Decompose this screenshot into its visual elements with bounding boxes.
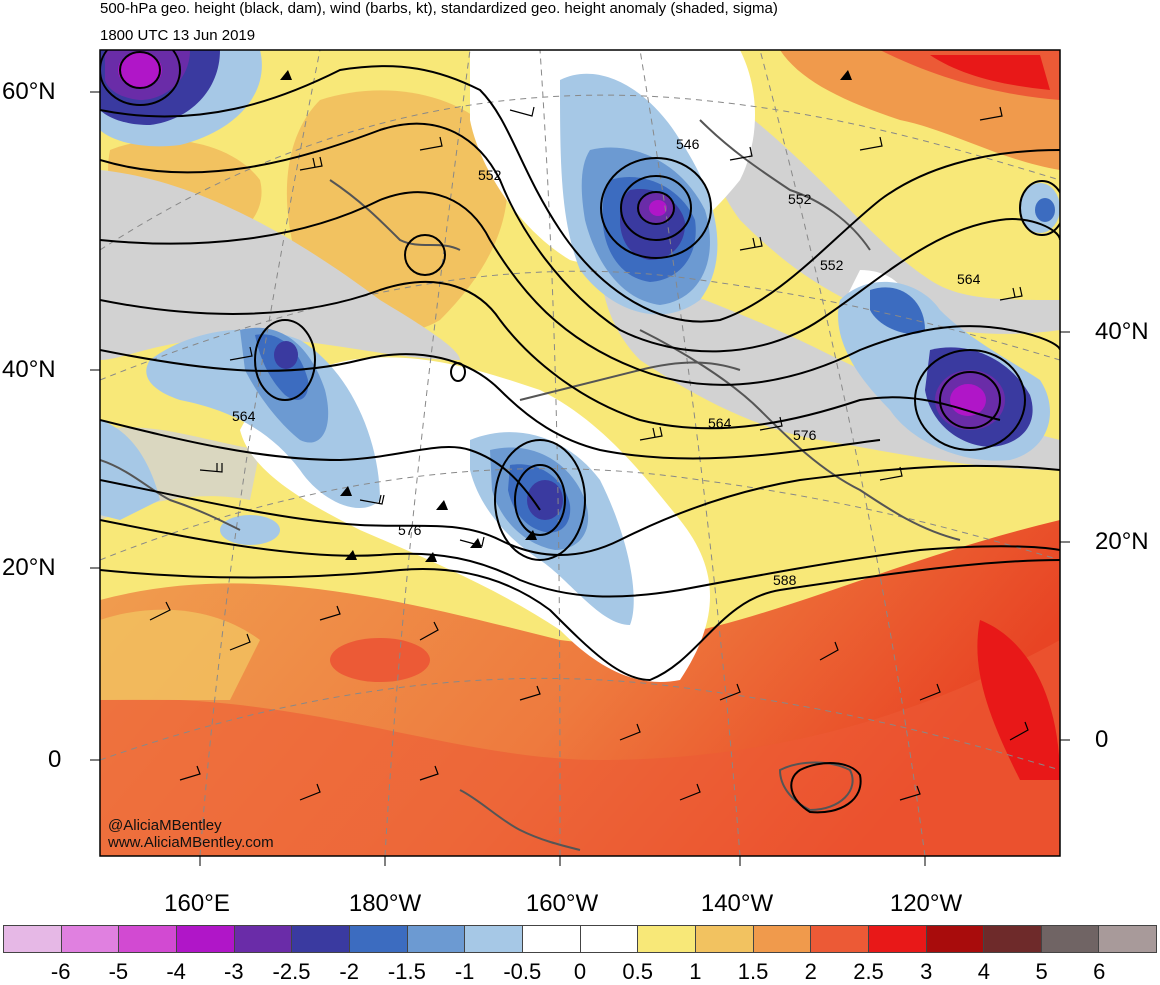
colorbar-swatch <box>61 926 120 952</box>
lat-label-right: 40°N <box>1095 318 1149 345</box>
contour-label: 552 <box>788 191 812 207</box>
lat-label-left: 0 <box>48 746 62 773</box>
lon-label: 160°E <box>164 890 230 917</box>
colorbar-swatch <box>580 926 639 952</box>
colorbar-tick-label: -1.5 <box>387 959 426 984</box>
wind-flags <box>280 70 852 562</box>
lat-label-right: 20°N <box>1095 528 1149 555</box>
lon-label: 120°W <box>889 890 963 917</box>
colorbar-swatch <box>811 926 869 952</box>
lat-label-left: 60°N <box>2 78 56 105</box>
height-contours <box>100 50 1060 814</box>
colorbar-swatch <box>234 926 293 952</box>
contour-label: 552 <box>478 167 502 183</box>
colorbar-tick-label: 6 <box>1093 959 1106 984</box>
lon-label: 160°W <box>525 890 599 917</box>
colorbar-tick-label: -4 <box>166 959 186 984</box>
contour-label: 564 <box>232 408 256 424</box>
colorbar-tick-label: -0.5 <box>503 959 542 984</box>
lon-label: 140°W <box>700 890 774 917</box>
wind-barbs <box>149 106 1029 801</box>
colorbar <box>3 925 1157 953</box>
colorbar-tick-label: 4 <box>977 959 991 984</box>
colorbar-tick-label: 1 <box>689 959 702 984</box>
colorbar-tick-label: 2 <box>804 959 817 984</box>
contour-label: 588 <box>773 572 797 588</box>
colorbar-tick-label: 0.5 <box>622 959 653 984</box>
colorbar-swatch <box>984 926 1042 952</box>
colorbar-tick-label: -5 <box>108 959 129 984</box>
contour-label: 552 <box>820 257 844 273</box>
colorbar-swatch <box>349 926 408 952</box>
colorbar-swatch <box>119 926 177 952</box>
contour-label: 564 <box>957 271 981 287</box>
credit-website: www.AliciaMBentley.com <box>108 834 274 851</box>
credit-handle: @AliciaMBentley <box>108 817 222 834</box>
colorbar-swatch <box>753 926 812 952</box>
map-valid-time: 1800 UTC 13 Jun 2019 <box>100 27 256 44</box>
colorbar-tick-label: 2.5 <box>853 959 884 984</box>
colorbar-swatch <box>926 926 985 952</box>
colorbar-tick-label: 3 <box>920 959 933 984</box>
colorbar-tick-label: 5 <box>1035 959 1048 984</box>
colorbar-swatch <box>695 926 754 952</box>
colorbar-tick-label: -3 <box>224 959 244 984</box>
contour-label: 576 <box>793 427 817 443</box>
colorbar-tick-label: -6 <box>50 959 71 984</box>
map-title: 500-hPa geo. height (black, dam), wind (… <box>100 0 778 17</box>
lon-label: 180°W <box>348 890 422 917</box>
contour-labels: 552 546 552 552 564 564 564 576 576 588 <box>232 136 981 588</box>
colorbar-tick-label: -2 <box>339 959 359 984</box>
colorbar-swatch <box>868 926 927 952</box>
colorbar-swatch <box>292 926 350 952</box>
contour-label: 564 <box>708 415 732 431</box>
frame-ticks <box>90 91 1070 866</box>
map-frame <box>99 49 1061 857</box>
colorbar-swatch <box>407 926 466 952</box>
contour-label: 546 <box>676 136 700 152</box>
anomaly-shading: 552 546 552 552 564 564 564 576 576 588 <box>100 50 1060 856</box>
colorbar-swatch <box>638 926 696 952</box>
colorbar-swatch <box>1041 926 1100 952</box>
lat-label-left: 20°N <box>2 554 56 581</box>
colorbar-swatch <box>4 926 62 952</box>
lat-label-left: 40°N <box>2 356 56 383</box>
colorbar-tick-label: 0 <box>573 959 587 984</box>
colorbar-tick-label: -1 <box>454 959 475 984</box>
colorbar-swatch <box>465 926 523 952</box>
colorbar-swatch <box>176 926 235 952</box>
lat-label-right: 0 <box>1095 726 1109 753</box>
contour-label: 576 <box>398 522 422 538</box>
colorbar-swatch <box>522 926 581 952</box>
colorbar-tick-label: -2.5 <box>272 959 311 984</box>
colorbar-swatch <box>1099 926 1157 952</box>
colorbar-tick-label: 1.5 <box>737 959 769 984</box>
